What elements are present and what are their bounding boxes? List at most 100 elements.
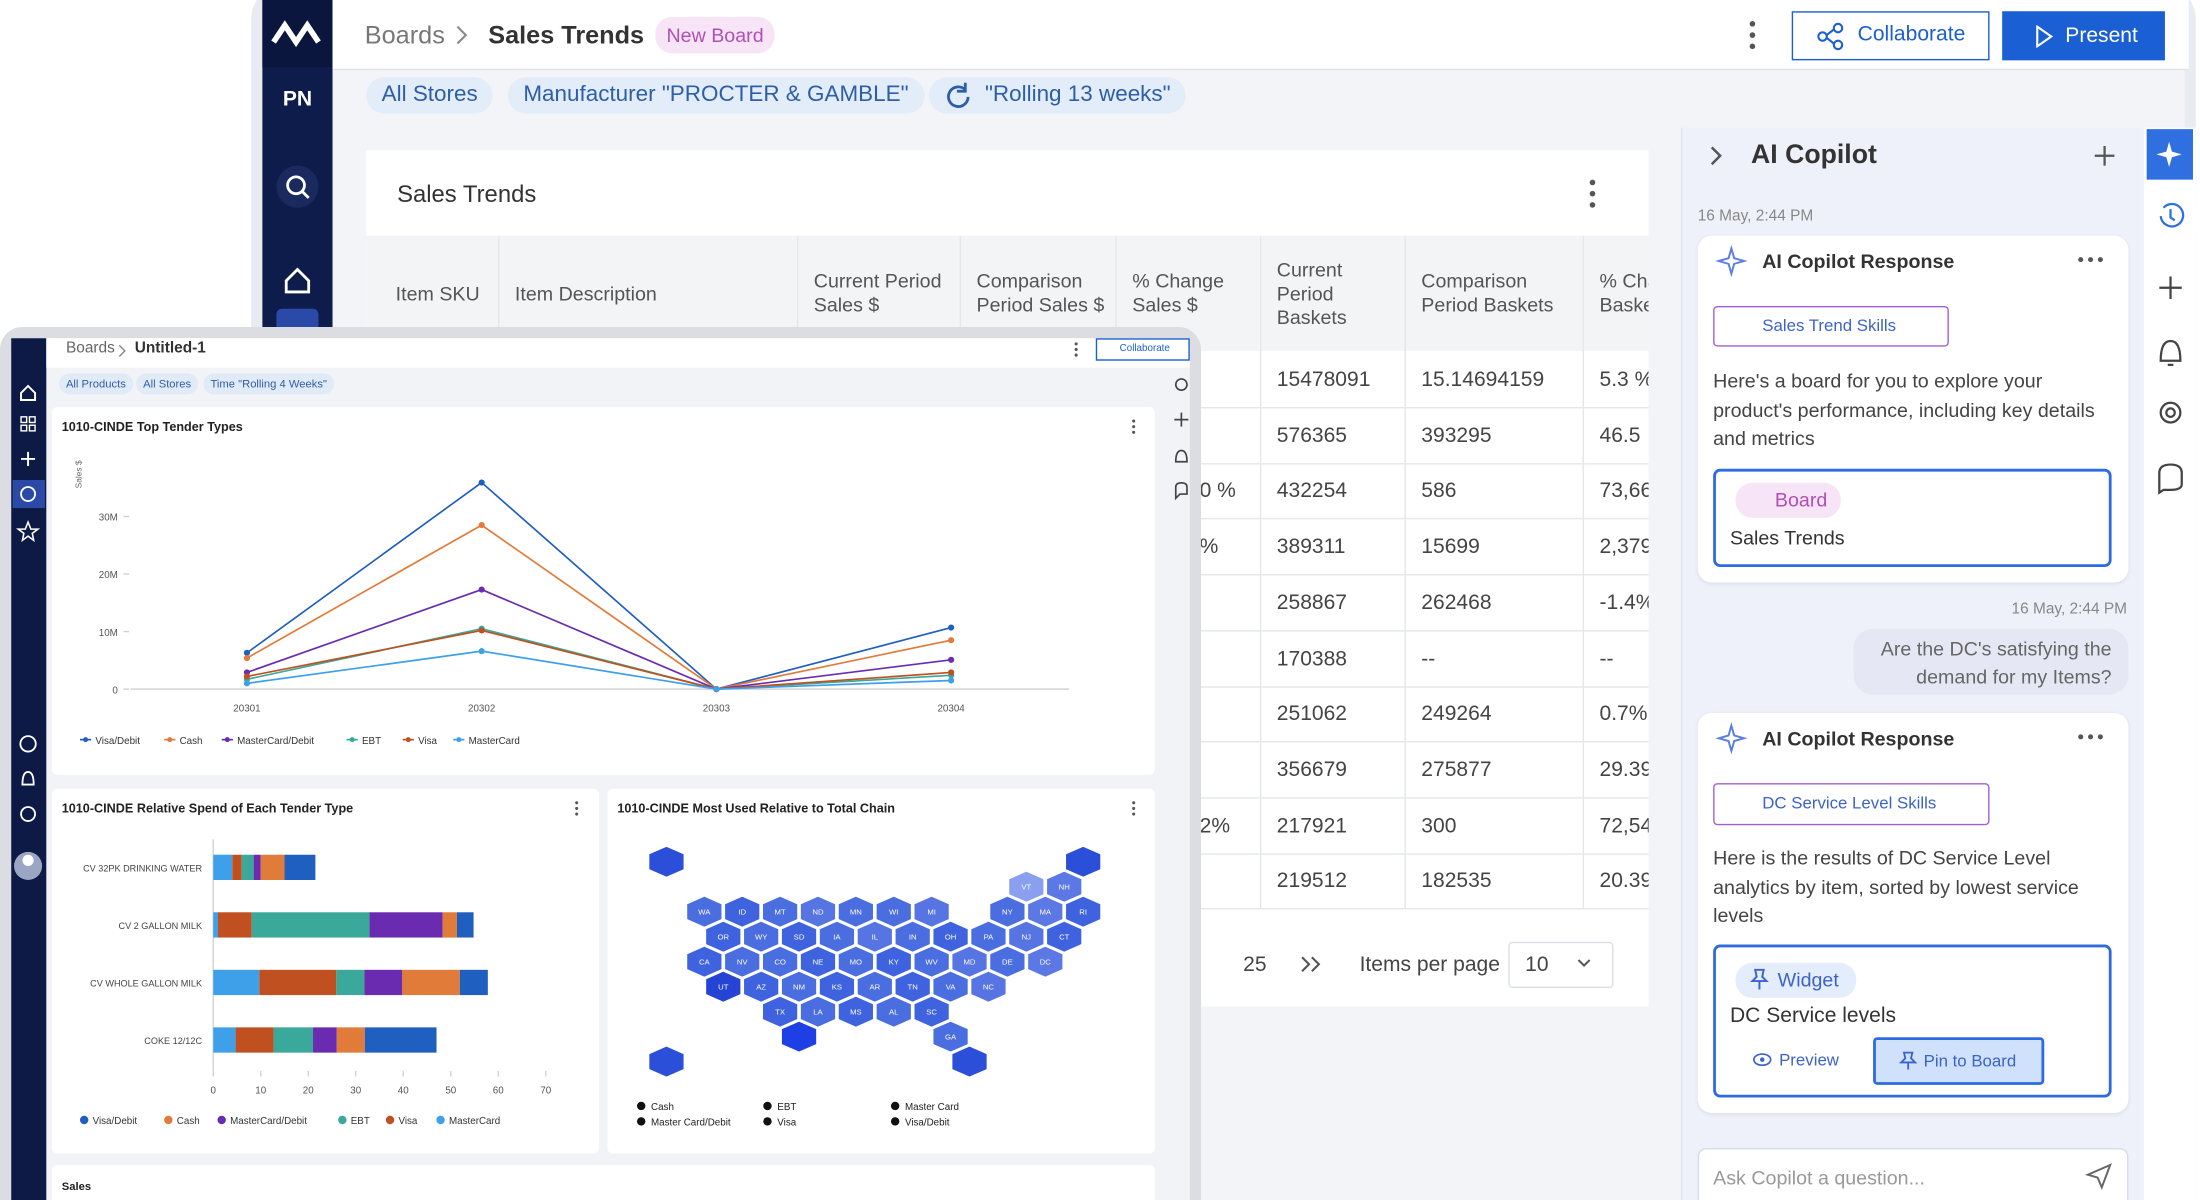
kebab[interactable] (1131, 800, 1137, 817)
legend-swatch (83, 737, 89, 743)
bar-segment (259, 969, 337, 996)
copilot-input[interactable] (1697, 1148, 2129, 1200)
timestamp: 16 May, 2:44 PM (1697, 207, 1814, 225)
point (948, 677, 955, 684)
x-tick-label: 20304 (937, 704, 965, 715)
state-tile (1046, 870, 1083, 903)
point (243, 673, 251, 680)
filter-chip[interactable]: Manufacturer "PROCTER & GAMBLE" (507, 77, 924, 114)
point (243, 649, 251, 656)
state-label: GA (945, 1032, 957, 1041)
filter-chip[interactable]: All Stores (366, 77, 494, 114)
kebab[interactable] (1131, 418, 1137, 435)
table-cell: 219512 (1276, 869, 1348, 894)
state-tile (800, 895, 836, 928)
inset-nav (11, 338, 47, 1200)
state-tile (762, 995, 799, 1028)
point (243, 654, 251, 662)
state-tile (837, 995, 874, 1028)
state-label: WV (925, 957, 938, 966)
point (948, 656, 955, 663)
x-tick-label: 20302 (468, 704, 495, 715)
y-tick-label: 0 (112, 685, 118, 696)
state-tile (648, 1045, 685, 1078)
state-label: ID (738, 908, 746, 917)
y-tick-label: COKE 12/12C (144, 1036, 202, 1046)
state-label: KY (889, 957, 899, 966)
bar-segment (336, 969, 365, 996)
next-page-icon[interactable] (1298, 953, 1323, 975)
items-per-page-select[interactable]: 10 (1508, 941, 1614, 989)
state-label: MT (775, 908, 786, 917)
bar-segment (253, 854, 261, 881)
filter-chip[interactable]: "Rolling 13 weeks" (928, 77, 1187, 114)
bar-segment (235, 1027, 274, 1053)
pin-button[interactable]: Pin to Board (1873, 1037, 2045, 1085)
kebab[interactable] (1073, 341, 1079, 358)
state-tile (875, 895, 912, 928)
state-tile (1065, 845, 1102, 878)
state-tile (648, 845, 685, 878)
chart-title: 1010-CINDE Relative Spend of Each Tender… (61, 801, 354, 816)
point (713, 686, 720, 693)
table-cell: -- (1599, 646, 1614, 671)
bar-segment (364, 969, 403, 996)
chevron (1577, 959, 1591, 968)
state-tile (781, 1020, 818, 1053)
breadcrumb-root[interactable]: Boards (65, 339, 115, 357)
kebab[interactable] (574, 800, 580, 817)
column-header: Comparison Period Baskets (1421, 236, 1561, 351)
state-label: TN (908, 982, 918, 991)
preview-button[interactable]: Preview (1779, 1049, 1839, 1070)
kebab[interactable] (1747, 20, 1758, 51)
new-chat-icon[interactable] (2092, 143, 2117, 168)
legend-label: Cash (180, 736, 203, 747)
state-tile (818, 920, 855, 953)
collapse-icon[interactable] (1706, 143, 1726, 168)
y-axis-label: Sales $ (73, 460, 83, 488)
state-label: RI (1079, 908, 1087, 917)
filter-chip[interactable]: All Stores (136, 373, 199, 395)
state-tile (1008, 920, 1045, 953)
legend-swatch (636, 1101, 646, 1111)
table-cell: 2% (1199, 813, 1231, 838)
legend-label: Visa (418, 736, 437, 747)
more-icon[interactable] (2077, 731, 2105, 742)
more-icon[interactable] (2077, 254, 2105, 265)
y-tick-label: 10M (99, 628, 118, 639)
bar-segment (251, 912, 370, 938)
breadcrumb-root[interactable]: Boards (364, 21, 445, 50)
state-label: NH (1059, 883, 1070, 892)
collaborate-button[interactable]: Collaborate (1791, 11, 1990, 61)
state-tile (970, 920, 1007, 953)
present-button[interactable]: Present (2002, 11, 2165, 61)
table-cell: 275877 (1421, 757, 1492, 782)
legend-label: MasterCard (449, 1116, 500, 1127)
user-bubble (1853, 628, 2129, 695)
column-divider (1404, 235, 1406, 909)
filter-chip[interactable]: Time "Rolling 4 Weeks" (203, 373, 334, 395)
send-icon[interactable] (2084, 1162, 2113, 1191)
state-label: NE (813, 957, 824, 966)
legend-label: Cash (177, 1116, 200, 1127)
kebab[interactable] (1587, 178, 1598, 209)
collaborate-button[interactable]: Collaborate (1095, 338, 1190, 361)
column-label: Current Period Baskets (1276, 257, 1347, 328)
legend-swatch (79, 1115, 89, 1125)
legend-label: EBT (351, 1116, 370, 1127)
state-label: IN (909, 933, 917, 942)
skill-chip[interactable]: Sales Trend Skills (1713, 305, 1949, 347)
legend-swatch (338, 1115, 347, 1125)
state-label: VT (1021, 883, 1031, 892)
avatar[interactable]: PN (282, 87, 313, 111)
bar-segment (402, 969, 460, 996)
table-cell: 356679 (1276, 757, 1348, 782)
filter-chip[interactable]: All Products (58, 373, 133, 395)
breadcrumb-sep (118, 344, 126, 357)
skill-chip[interactable]: DC Service Level Skills (1713, 783, 1990, 826)
table-cell: 217921 (1276, 813, 1348, 838)
share-icon (1817, 22, 1844, 51)
table-cell: 72,54 (1599, 813, 1649, 838)
state-tile (932, 920, 969, 953)
